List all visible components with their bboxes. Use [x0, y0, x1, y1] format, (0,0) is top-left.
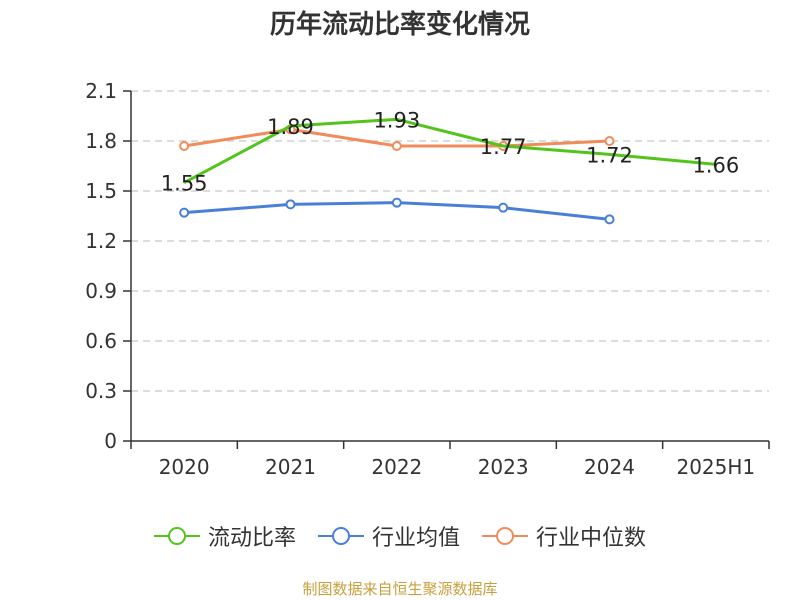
y-tick-label: 0.6 — [85, 329, 117, 353]
data-label: 1.55 — [161, 172, 208, 196]
legend-label-industry-median: 行业中位数 — [536, 526, 647, 551]
data-point — [391, 141, 402, 151]
y-tick-label: 0 — [104, 429, 117, 453]
data-label: 1.66 — [692, 153, 739, 177]
data-point — [604, 214, 615, 225]
x-tick-label: 2025H1 — [676, 455, 755, 479]
y-tick-label: 1.2 — [85, 229, 117, 253]
legend-marker-current-ratio-icon — [153, 527, 200, 545]
y-tick-label: 1.5 — [85, 179, 117, 203]
legend-label-current-ratio: 流动比率 — [207, 526, 296, 551]
series-line-0 — [183, 117, 716, 184]
data-point — [498, 202, 509, 213]
x-tick-label: 2020 — [159, 455, 210, 479]
data-label: 1.93 — [373, 108, 420, 132]
chart-title: 历年流动比率变化情况 — [269, 10, 530, 40]
y-tick-label: 0.3 — [85, 379, 117, 403]
y-tick-label: 0.9 — [85, 279, 117, 303]
data-label: 1.89 — [267, 115, 314, 139]
data-point — [285, 199, 296, 210]
x-tick-label: 2024 — [584, 455, 635, 479]
data-point — [604, 136, 615, 146]
data-point — [391, 197, 402, 208]
source-footer: 制图数据来自恒生聚源数据库 — [302, 580, 498, 598]
legend-label-industry-mean: 行业均值 — [371, 526, 460, 551]
legend-marker-industry-median-icon — [482, 527, 528, 545]
x-tick-label: 2021 — [265, 455, 316, 479]
y-tick-label: 1.8 — [85, 129, 117, 153]
x-tick-label: 2023 — [478, 455, 529, 479]
legend-marker-industry-mean-icon — [317, 527, 364, 545]
data-point — [179, 207, 190, 218]
data-point — [179, 141, 190, 151]
legend-item-industry-mean[interactable]: 行业均值 — [317, 520, 460, 552]
legend-item-current-ratio[interactable]: 流动比率 — [153, 520, 296, 552]
x-tick-label: 2022 — [371, 455, 422, 479]
data-label: 1.77 — [480, 135, 527, 159]
y-tick-label: 2.1 — [85, 79, 117, 103]
data-label: 1.72 — [586, 143, 633, 167]
legend-item-industry-median[interactable]: 行业中位数 — [482, 520, 646, 552]
chart-legend: 流动比率 行业均值 行业中位数 — [0, 520, 800, 552]
